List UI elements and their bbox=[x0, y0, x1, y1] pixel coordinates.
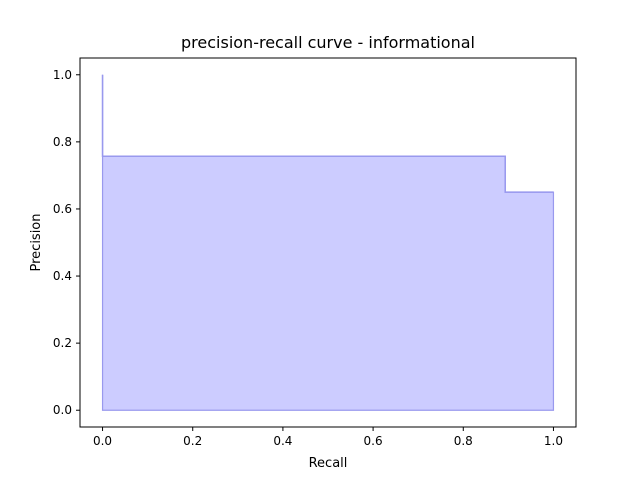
y-axis-label: Precision bbox=[29, 213, 44, 271]
y-tick-label: 0.4 bbox=[53, 269, 72, 283]
pr-step-line bbox=[101, 74, 554, 193]
y-tick-label: 0.0 bbox=[53, 403, 72, 417]
y-tick-label: 0.2 bbox=[53, 336, 72, 350]
x-axis-label: Recall bbox=[309, 456, 348, 471]
x-tick-label: 0.0 bbox=[93, 434, 112, 448]
x-tick-label: 0.4 bbox=[273, 434, 292, 448]
y-tick-label: 0.6 bbox=[53, 202, 72, 216]
pr-area-fill bbox=[102, 74, 554, 411]
x-tick-label: 0.8 bbox=[454, 434, 473, 448]
chart-title: precision-recall curve - informational bbox=[181, 33, 475, 52]
x-tick-label: 0.2 bbox=[183, 434, 202, 448]
plot-frame bbox=[79, 57, 577, 428]
x-tick-label: 1.0 bbox=[544, 434, 563, 448]
plot-content bbox=[101, 74, 555, 411]
x-tick-label: 0.6 bbox=[364, 434, 383, 448]
y-axis-ticks: 0.0 0.2 0.4 0.6 0.8 1.0 bbox=[53, 68, 80, 417]
y-tick-label: 0.8 bbox=[53, 135, 72, 149]
x-axis-ticks: 0.0 0.2 0.4 0.6 0.8 1.0 bbox=[93, 427, 563, 448]
y-tick-label: 1.0 bbox=[53, 68, 72, 82]
